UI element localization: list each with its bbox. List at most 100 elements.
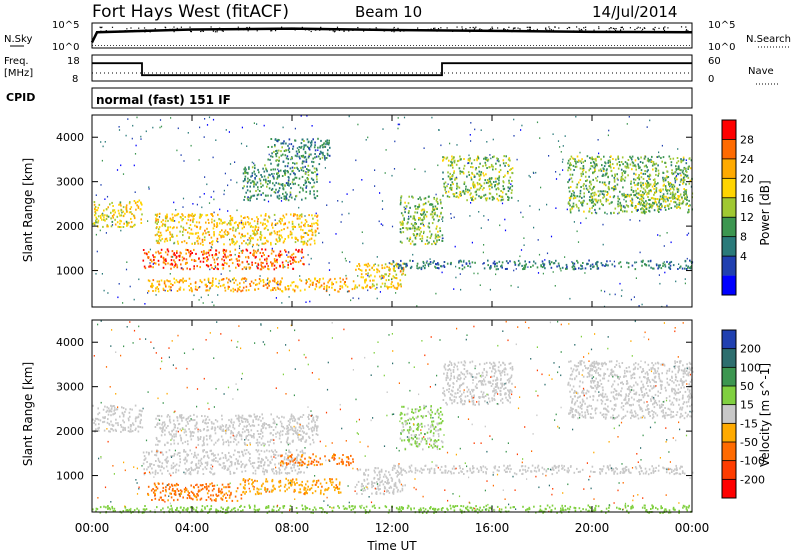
range-gate-cell [399, 264, 402, 267]
range-gate-cell [169, 273, 171, 275]
range-gate-cell [235, 221, 237, 224]
range-gate-cell [604, 190, 607, 193]
range-gate-cell [434, 213, 436, 216]
range-gate-cell [287, 236, 290, 239]
range-gate-cell [607, 187, 610, 190]
range-gate-cell [102, 214, 104, 217]
range-gate-cell [442, 156, 444, 159]
range-gate-cell [130, 217, 132, 220]
range-gate-cell [288, 449, 290, 452]
range-gate-cell [255, 190, 257, 192]
range-gate-cell [266, 471, 268, 474]
nsky-point [333, 29, 335, 31]
range-gate-cell [492, 168, 494, 171]
range-gate-cell [436, 240, 438, 243]
range-gate-cell [157, 450, 159, 453]
range-gate-cell [617, 179, 619, 181]
range-gate-cell [104, 416, 106, 418]
range-gate-cell [242, 180, 245, 183]
range-gate-cell [450, 213, 452, 215]
range-gate-cell [294, 469, 297, 472]
range-gate-cell [405, 205, 408, 208]
nsky-point [598, 27, 600, 30]
range-gate-cell [284, 249, 286, 252]
range-gate-cell [332, 283, 334, 286]
range-gate-cell [281, 290, 283, 292]
range-gate-cell [687, 265, 689, 268]
range-gate-cell [300, 235, 303, 238]
range-gate-cell [214, 265, 217, 268]
range-gate-cell [648, 190, 650, 193]
range-gate-cell [316, 169, 318, 172]
range-gate-cell [155, 219, 157, 222]
range-gate-cell [211, 218, 213, 221]
range-gate-cell [488, 185, 490, 188]
range-gate-cell [678, 199, 681, 202]
range-gate-cell [429, 237, 432, 239]
nsky-point [653, 28, 655, 30]
range-gate-cell [365, 273, 367, 276]
range-gate-cell [251, 237, 254, 240]
range-gate-cell [213, 198, 215, 201]
range-gate-cell [507, 163, 510, 166]
range-gate-cell [672, 195, 674, 198]
range-gate-cell [307, 156, 310, 159]
range-gate-cell [488, 177, 491, 180]
range-gate-cell [400, 222, 403, 225]
range-gate-cell [264, 443, 266, 446]
range-gate-cell [146, 461, 148, 463]
range-gate-cell [366, 265, 369, 268]
range-gate-cell [483, 267, 486, 270]
range-gate-cell [680, 202, 683, 205]
range-gate-cell [435, 292, 437, 295]
range-gate-cell [317, 146, 319, 149]
range-gate-cell [410, 228, 412, 230]
range-gate-cell [589, 200, 591, 203]
range-gate-cell [597, 139, 599, 141]
freq-tick-high: 18 [67, 56, 80, 67]
range-gate-cell [597, 190, 600, 193]
range-gate-cell [259, 221, 262, 224]
range-gate-cell [142, 259, 145, 262]
range-gate-cell [206, 415, 209, 418]
range-gate-cell [493, 197, 495, 200]
range-gate-cell [318, 232, 320, 234]
range-gate-cell [197, 235, 200, 238]
range-gate-cell [111, 201, 113, 204]
range-gate-cell [410, 265, 413, 268]
range-gate-cell [140, 414, 142, 417]
range-gate-cell [685, 162, 688, 165]
range-gate-cell [299, 157, 301, 160]
range-gate-cell [493, 260, 496, 263]
range-gate-cell [241, 463, 244, 466]
range-gate-cell [642, 177, 645, 180]
range-gate-cell [614, 175, 616, 177]
range-gate-cell [159, 231, 162, 234]
range-gate-cell [408, 210, 410, 213]
range-gate-cell [143, 455, 146, 458]
range-gate-cell [242, 453, 244, 456]
range-gate-cell [259, 433, 262, 435]
range-gate-cell [687, 266, 689, 269]
range-gate-cell [195, 252, 197, 255]
range-gate-cell [241, 227, 244, 230]
range-gate-cell [241, 470, 243, 473]
range-gate-cell [315, 222, 317, 224]
range-gate-cell [173, 433, 175, 436]
range-gate-cell [136, 416, 138, 419]
range-gate-cell [322, 143, 325, 146]
range-gate-cell [652, 267, 655, 270]
range-gate-cell [632, 162, 635, 165]
range-gate-cell [206, 455, 209, 458]
range-gate-cell [246, 189, 249, 192]
range-gate-cell [492, 165, 494, 168]
range-gate-cell [116, 215, 119, 218]
range-gate-cell [488, 197, 491, 200]
range-gate-cell [313, 222, 315, 225]
range-gate-cell [92, 404, 94, 407]
range-gate-cell [549, 263, 551, 266]
range-gate-cell [189, 224, 192, 226]
range-gate-cell [241, 277, 244, 280]
range-gate-cell [652, 163, 655, 165]
range-gate-cell [455, 176, 458, 179]
